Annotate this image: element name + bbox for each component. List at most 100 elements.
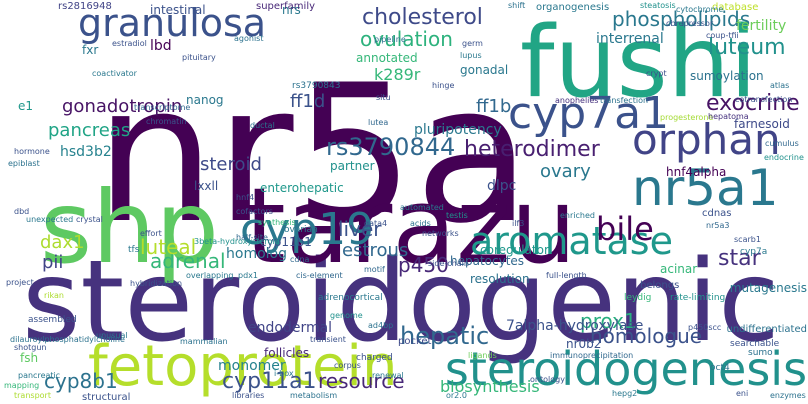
word-biosynthesis: cyp8b1 — [44, 369, 118, 393]
word-or2.0: mammalian — [180, 337, 228, 346]
word-shotgun: i-box — [274, 369, 294, 378]
word-hnf4: half-site — [236, 233, 268, 242]
word-sumo: p450scc — [688, 323, 721, 332]
word-mammalian: crystal — [76, 215, 103, 224]
word-immunoprecipitation: rate-limiting — [670, 293, 725, 303]
word-cofactors: effort — [140, 229, 162, 238]
word-homolog: dlpc — [487, 178, 516, 194]
word-ovary: pancreas — [48, 120, 130, 141]
word-k289r: ff1b — [476, 96, 511, 117]
word-lxxll: fxr — [82, 43, 98, 57]
word-acids: cdna — [290, 255, 310, 264]
word-atlas: steatosis — [640, 1, 676, 10]
word-rate-limiting: cyp7a — [740, 247, 767, 257]
word-rikan: or2.0 — [446, 391, 467, 400]
word-p450scc: leydig — [624, 293, 651, 303]
word-3beta-hydroxysteroid: project — [6, 278, 34, 287]
word-cyp11a1: prox1 — [580, 309, 637, 333]
word-cotransfection: anophelies — [555, 96, 598, 105]
word-eni: ad4bp — [368, 321, 393, 330]
word-cytochrome: hinge — [432, 81, 454, 90]
word-nrs: homolog — [226, 246, 287, 262]
word-sumoylation: sumoylation — [690, 69, 764, 83]
word-coregulator: partner — [330, 159, 375, 173]
word-effort: dilauroylphosphatidylcholine — [10, 335, 125, 344]
word-tfs: lxxll — [194, 179, 218, 193]
word-hsd3b2: k289r — [374, 65, 421, 84]
word-luteal: p450 — [398, 253, 449, 277]
word-progesterone: nanog — [186, 93, 224, 107]
word-enriched: automated — [400, 203, 444, 212]
word-estradiol: coup-tfii — [706, 31, 739, 40]
word-structural: renewal — [372, 371, 404, 380]
word-nr5a: nr5a — [95, 44, 531, 265]
word-full-length: cis-element — [296, 271, 343, 280]
word-7alpha-hydroxylase: biosynthesis — [440, 377, 540, 396]
word-bile: orphan — [632, 115, 781, 164]
word-assembled: transport — [14, 391, 51, 400]
word-situ: gata4 — [364, 219, 387, 228]
word-lutea: testis — [446, 211, 468, 220]
word-resource: adrenal — [150, 249, 226, 273]
word-epiblast: pituitary — [182, 53, 216, 62]
word-pipeline: enzymes — [770, 391, 806, 400]
word-adrenocortical: pocket — [398, 336, 432, 347]
word-p450: estrous — [342, 240, 408, 261]
word-cumulus: transfection — [600, 96, 648, 105]
word-side-chain: pdx1 — [238, 271, 258, 280]
word-rs3790844: ovulation — [360, 27, 453, 51]
word-unusual: overlapping — [186, 271, 234, 280]
word-nr5a1: nr5a1 — [632, 159, 779, 217]
word-prox1: hepatic — [400, 322, 489, 350]
word-rs3790843: adrenocortical — [318, 293, 383, 303]
word-hepatoma: chromatin — [146, 117, 187, 126]
word-orphan: aromatase — [470, 219, 673, 263]
word-ad4bp: genome — [330, 311, 363, 320]
word-dilauroylphosphatidylcholine: structural — [82, 392, 130, 403]
word-phospholipids: cholesterol — [362, 5, 483, 30]
word-ptf1a: mapping — [4, 381, 39, 390]
word-granulosa: granulosa — [78, 1, 266, 45]
word-cyp7a1: cyp7a1 — [508, 88, 669, 139]
word-overlapping: epiblast — [8, 159, 40, 168]
word-germ: situ — [376, 93, 391, 102]
word-oct4: undifferentiated — [727, 324, 807, 335]
word-cdnas: hepatoma — [708, 112, 749, 121]
word-docytes: eni — [736, 389, 748, 398]
word-pl5: rikan — [44, 291, 64, 300]
word-undifferentiated: belongs — [640, 280, 679, 291]
word-exocrine: heterodimer — [464, 137, 601, 162]
word-networks: motif — [364, 265, 385, 274]
word-pituitary: crypt — [646, 69, 667, 78]
word-crystal: hormone — [14, 147, 50, 156]
word-cholesterol: bile — [596, 210, 654, 248]
word-pluripotency: annotated — [356, 51, 418, 65]
word-follicles: fsh — [20, 351, 38, 365]
word-database: database — [712, 2, 758, 13]
word-annotated: lbd — [150, 38, 172, 54]
word-fetoprotein: fetoprotein — [88, 334, 397, 399]
word-belongs: scarb1 — [734, 235, 761, 244]
word-emt: pipeline — [374, 35, 406, 44]
word-cbrepressor: germ — [462, 39, 483, 48]
word-synthesis: hybridization — [130, 279, 182, 288]
word-ductal: ilf3 — [512, 219, 524, 228]
word-endodermal: coregulator — [480, 243, 549, 257]
word-liver: star — [718, 246, 762, 271]
word-renewal: hepg2 — [612, 389, 637, 398]
word-gonadotropin: steroid — [200, 154, 262, 175]
word-transfection: rs3790843 — [292, 81, 340, 91]
word-charged: sumo — [748, 348, 773, 358]
word-genome: dbd — [14, 207, 29, 216]
word-hybridization: shotgun — [14, 343, 47, 352]
word-rs2816948: ovarian — [284, 225, 318, 235]
word-pocket: farnesoid — [734, 117, 790, 131]
word-project: pancreatic — [18, 371, 60, 380]
word-fxr: enterohepatic — [260, 181, 344, 195]
word-dbd: coactivator — [92, 69, 138, 78]
word-pdx1: 3beta-hydroxysteroid — [194, 237, 280, 246]
word-cyp11b1: pluripotency — [414, 122, 502, 138]
word-mutagenesis: nr5a3 — [706, 221, 729, 230]
word-transcriptome: agonist — [234, 34, 263, 43]
word-nr5a3: endocrine — [764, 153, 804, 162]
